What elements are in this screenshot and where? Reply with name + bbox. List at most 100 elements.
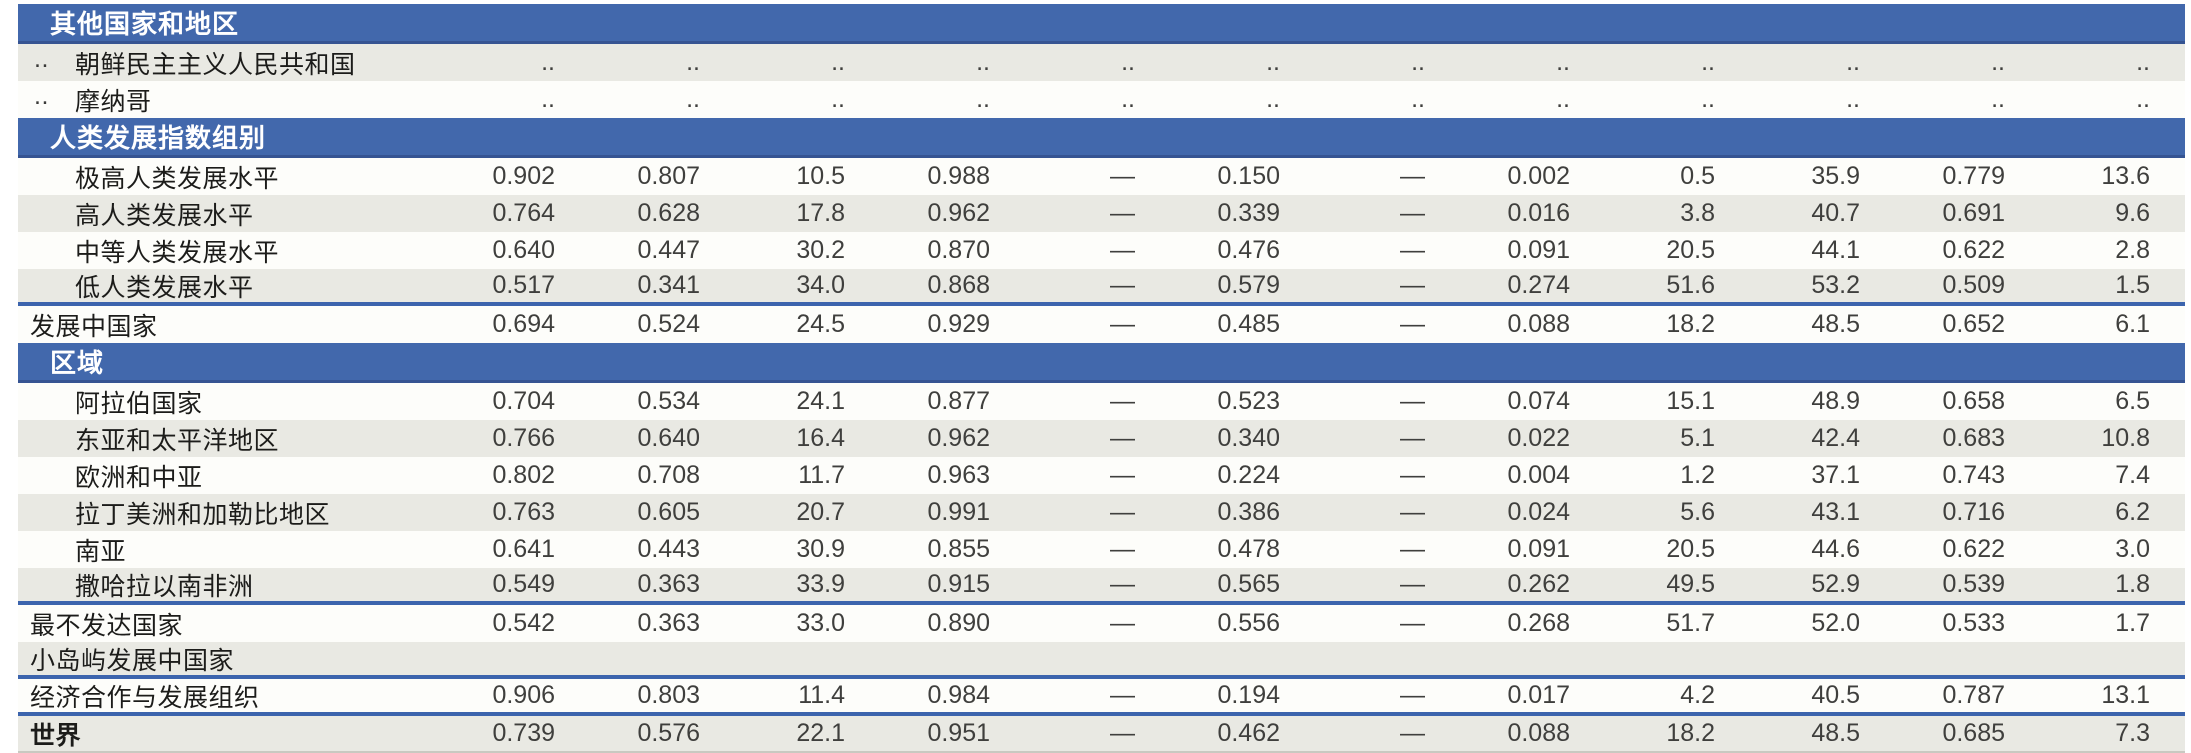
value-cell: 0.509 bbox=[1942, 271, 2005, 299]
row-label: 欧洲和中亚 bbox=[75, 463, 203, 492]
value-cell: 0.787 bbox=[1942, 681, 2005, 709]
value-cell: — bbox=[1400, 681, 1425, 709]
value-cell: 1.8 bbox=[2115, 570, 2150, 598]
value-cell: 0.549 bbox=[492, 570, 555, 598]
value-cell: 0.743 bbox=[1942, 461, 2005, 489]
value-cell: .. bbox=[1266, 85, 1280, 113]
value-cell: 7.3 bbox=[2115, 719, 2150, 747]
section-title: 其他国家和地区 bbox=[50, 9, 240, 39]
row-label-zone: 发展中国家 bbox=[18, 307, 410, 343]
value-cell: 0.763 bbox=[492, 498, 555, 526]
row-label-zone: 经济合作与发展组织 bbox=[18, 678, 410, 714]
value-cell: 0.524 bbox=[637, 310, 700, 338]
row-label: 经济合作与发展组织 bbox=[30, 683, 260, 712]
row-label: 撒哈拉以南非洲 bbox=[75, 572, 254, 601]
value-cell: 0.658 bbox=[1942, 387, 2005, 415]
value-cell: .. bbox=[1846, 85, 1860, 113]
value-cell: .. bbox=[1556, 85, 1570, 113]
value-cell: 0.539 bbox=[1942, 570, 2005, 598]
table-row: 世界 0.739 0.576 22.1 0.951 — 0.462 — 0.088 18.2 48.… bbox=[18, 716, 2185, 753]
table-row: .. 朝鲜民主主义人民共和国........................ bbox=[18, 44, 2185, 81]
value-cell: 0.091 bbox=[1507, 535, 1570, 563]
value-cell: 0.802 bbox=[492, 461, 555, 489]
row-label-zone: 最不发达国家 bbox=[18, 606, 410, 642]
value-cell: 0.088 bbox=[1507, 719, 1570, 747]
value-cell: 7.4 bbox=[2115, 461, 2150, 489]
row-label: 南亚 bbox=[75, 537, 127, 566]
row-label-zone: 高人类发展水平 bbox=[18, 196, 410, 232]
table-row: 经济合作与发展组织 0.906 0.803 11.4 0.984 — 0.194 — 0.017… bbox=[18, 679, 2185, 716]
value-cell: .. bbox=[1846, 48, 1860, 76]
row-label: 发展中国家 bbox=[30, 312, 158, 341]
rank-cell: .. bbox=[34, 44, 49, 73]
value-cell: 42.4 bbox=[1811, 424, 1860, 452]
value-cell: 0.807 bbox=[637, 162, 700, 190]
row-label: 最不发达国家 bbox=[30, 611, 184, 640]
value-cell: .. bbox=[1701, 85, 1715, 113]
row-label-zone: 拉丁美洲和加勒比地区 bbox=[18, 495, 410, 531]
table-row: 高人类发展水平 0.764 0.628 17.8 0.962 — 0.339 — 0.016 3.… bbox=[18, 195, 2185, 232]
value-cell: 34.0 bbox=[796, 271, 845, 299]
value-cell: 2.8 bbox=[2115, 236, 2150, 264]
value-cell: 13.6 bbox=[2101, 162, 2150, 190]
value-cell: 0.340 bbox=[1217, 424, 1280, 452]
rank-cell: .. bbox=[34, 81, 49, 110]
value-cell: .. bbox=[1411, 85, 1425, 113]
value-cell: 6.2 bbox=[2115, 498, 2150, 526]
value-cell: 0.622 bbox=[1942, 535, 2005, 563]
value-cell: 6.5 bbox=[2115, 387, 2150, 415]
value-cell: 0.576 bbox=[637, 719, 700, 747]
value-cell: — bbox=[1400, 162, 1425, 190]
row-label: 极高人类发展水平 bbox=[75, 164, 280, 193]
value-cell: — bbox=[1400, 236, 1425, 264]
value-cell: 20.7 bbox=[796, 498, 845, 526]
value-cell: 0.517 bbox=[492, 271, 555, 299]
value-cell: 0.622 bbox=[1942, 236, 2005, 264]
value-cell: 0.902 bbox=[492, 162, 555, 190]
value-cell: — bbox=[1110, 199, 1135, 227]
value-cell: — bbox=[1110, 310, 1135, 338]
value-cell: 0.534 bbox=[637, 387, 700, 415]
row-label-zone: 极高人类发展水平 bbox=[18, 159, 410, 195]
value-cell: 0.694 bbox=[492, 310, 555, 338]
value-cell: 0.683 bbox=[1942, 424, 2005, 452]
value-cell: — bbox=[1110, 387, 1135, 415]
value-cell: 0.962 bbox=[927, 424, 990, 452]
value-cell: 0.716 bbox=[1942, 498, 2005, 526]
value-cell: 0.708 bbox=[637, 461, 700, 489]
value-cell: 0.224 bbox=[1217, 461, 1280, 489]
value-cell: 22.1 bbox=[796, 719, 845, 747]
value-cell: 30.9 bbox=[796, 535, 845, 563]
value-cell: 0.915 bbox=[927, 570, 990, 598]
row-label: 高人类发展水平 bbox=[75, 201, 254, 230]
value-cell: 0.485 bbox=[1217, 310, 1280, 338]
value-cell: — bbox=[1110, 681, 1135, 709]
value-cell: 0.890 bbox=[927, 609, 990, 637]
value-cell: .. bbox=[541, 85, 555, 113]
value-cell: .. bbox=[976, 48, 990, 76]
value-cell: 0.868 bbox=[927, 271, 990, 299]
value-cell: 0.447 bbox=[637, 236, 700, 264]
value-cell: — bbox=[1110, 461, 1135, 489]
value-cell: .. bbox=[1266, 48, 1280, 76]
value-cell: — bbox=[1110, 424, 1135, 452]
section-header-row: 区域 bbox=[18, 343, 2185, 383]
value-cell: 0.542 bbox=[492, 609, 555, 637]
value-cell: 0.766 bbox=[492, 424, 555, 452]
value-cell: 5.6 bbox=[1680, 498, 1715, 526]
value-cell: 0.088 bbox=[1507, 310, 1570, 338]
table-row: 低人类发展水平 0.517 0.341 34.0 0.868 — 0.579 — 0.274 51… bbox=[18, 269, 2185, 306]
value-cell: 0.764 bbox=[492, 199, 555, 227]
value-cell: 0.274 bbox=[1507, 271, 1570, 299]
row-label-zone: 撒哈拉以南非洲 bbox=[18, 567, 410, 603]
row-label-zone: .. 朝鲜民主主义人民共和国 bbox=[18, 45, 410, 81]
value-cell: .. bbox=[1121, 48, 1135, 76]
value-cell: 43.1 bbox=[1811, 498, 1860, 526]
row-label: 摩纳哥 bbox=[75, 87, 152, 116]
value-cell: 5.1 bbox=[1680, 424, 1715, 452]
value-cell: 0.5 bbox=[1680, 162, 1715, 190]
value-cell: 0.556 bbox=[1217, 609, 1280, 637]
value-cell: 0.194 bbox=[1217, 681, 1280, 709]
value-cell: 40.5 bbox=[1811, 681, 1860, 709]
value-cell: 10.8 bbox=[2101, 424, 2150, 452]
